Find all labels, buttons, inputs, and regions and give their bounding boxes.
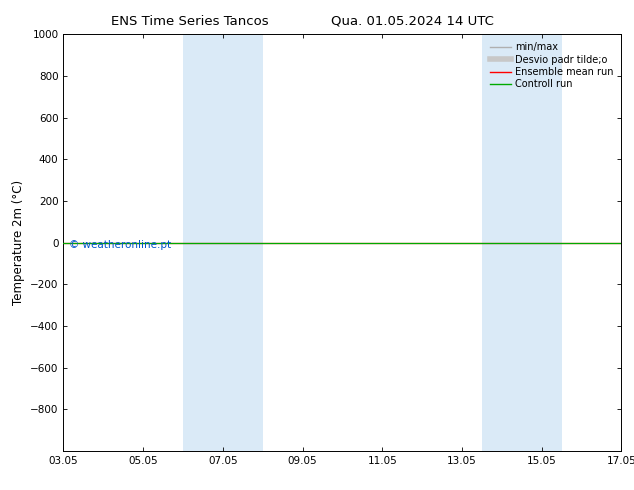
Y-axis label: Temperature 2m (°C): Temperature 2m (°C) bbox=[11, 180, 25, 305]
Text: Qua. 01.05.2024 14 UTC: Qua. 01.05.2024 14 UTC bbox=[331, 15, 493, 28]
Text: © weatheronline.pt: © weatheronline.pt bbox=[69, 241, 171, 250]
Bar bbox=[183, 34, 262, 451]
Text: ENS Time Series Tancos: ENS Time Series Tancos bbox=[112, 15, 269, 28]
Bar bbox=[482, 34, 562, 451]
Legend: min/max, Desvio padr tilde;o, Ensemble mean run, Controll run: min/max, Desvio padr tilde;o, Ensemble m… bbox=[487, 39, 616, 92]
